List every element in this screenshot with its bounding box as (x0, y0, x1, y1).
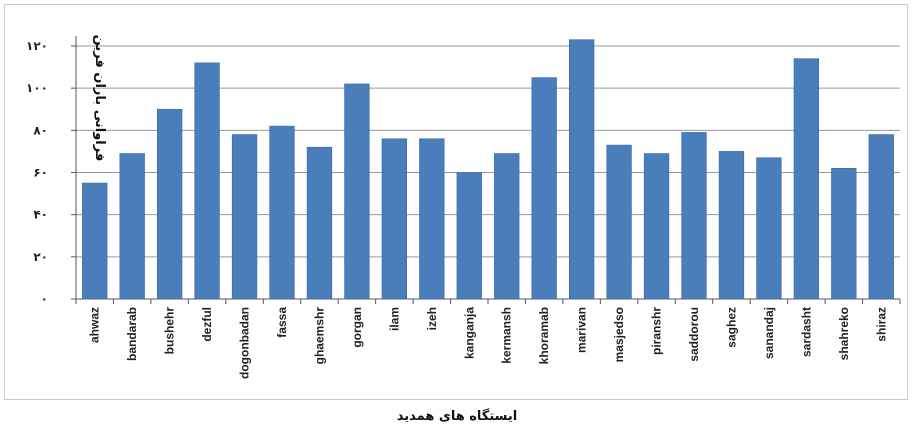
bar-ahwaz (82, 182, 108, 300)
x-tick-label-ilam: ilam (387, 307, 401, 331)
y-tick-label: ۱۲۰ (26, 39, 48, 53)
bar-sardasht (793, 58, 820, 300)
bar-bandarab (119, 153, 145, 300)
x-tick-label-sardasht: sardasht (799, 307, 813, 357)
x-tick-label-bushehr: bushehr (163, 307, 177, 355)
x-tick-label-dogonbadan: dogonbadan (238, 307, 252, 379)
x-axis-title: ایستگاه های همدید (397, 408, 517, 424)
x-tick-label-sanandaj: sanandaj (762, 307, 776, 359)
x-tick-label-kermansh: kermansh (500, 307, 514, 364)
bar-shiraz (868, 134, 894, 300)
bar-dogonbadan (231, 134, 258, 300)
x-tick-label-kanganja: kanganja (462, 307, 476, 359)
bar-masjedso (606, 144, 632, 300)
x-tick-label-shahreko: shahreko (837, 307, 851, 360)
bar-ghaemshr (306, 146, 333, 300)
bar-kanganja (456, 172, 482, 300)
x-tick-label-ghaemshr: ghaemshr (312, 307, 326, 365)
x-tick-labels: ahwaz bandarab bushehr dezful dogonbadan fass… (88, 307, 889, 379)
x-tick-label-masjedso: masjedso (612, 307, 626, 362)
bar-ilam (381, 138, 408, 300)
y-tick-label: ۲۰ (33, 250, 48, 264)
x-tick-label-saghez: saghez (724, 307, 738, 348)
y-tick-labels: ۰ ۲۰ ۴۰ ۶۰ ۸۰ ۱۰۰ ۱۲۰ (26, 39, 48, 306)
x-tick-label-shiraz: shiraz (874, 307, 888, 342)
x-tick-label-ahwaz: ahwaz (88, 307, 102, 343)
x-tick-label-piranshr: piranshr (650, 307, 664, 355)
bar-gorgan (344, 83, 370, 300)
y-tick-label: ۰ (41, 292, 48, 306)
y-axis-title: فراوانی باران فرین (92, 35, 107, 162)
bar-shahreko (831, 167, 857, 300)
x-tick-label-marivan: marivan (575, 307, 589, 353)
x-tick-label-izeh: izeh (425, 307, 439, 330)
bar-bushehr (156, 108, 183, 300)
bar-khoramab (531, 77, 557, 300)
bar-izeh (419, 138, 445, 300)
bar-saghez (718, 151, 745, 300)
bar-fassa (269, 125, 295, 300)
x-tick-label-saddorou: saddorou (687, 307, 701, 362)
x-tick-label-dezful: dezful (200, 307, 214, 342)
x-tick-label-gorgan: gorgan (350, 307, 364, 348)
bar-dezful (194, 62, 220, 300)
bars (82, 39, 894, 300)
y-tick-label: ۴۰ (33, 208, 48, 222)
y-tick-label: ۱۰۰ (26, 81, 48, 95)
y-tick-label: ۸۰ (33, 123, 48, 137)
y-tick-label: ۶۰ (33, 166, 48, 180)
bar-saddorou (681, 132, 707, 300)
bar-sanandaj (756, 157, 782, 300)
bar-kermansh (494, 153, 520, 300)
x-tick-label-bandarab: bandarab (125, 307, 139, 361)
bar-piranshr (643, 153, 670, 300)
x-tick-label-khoramab: khoramab (537, 307, 551, 364)
x-tick-label-fassa: fassa (275, 307, 289, 338)
bar-marivan (568, 39, 595, 300)
